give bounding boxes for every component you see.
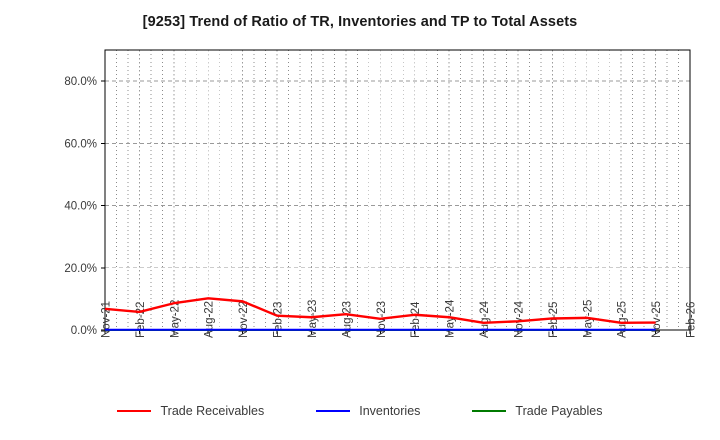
y-axis-tick-label: 40.0% <box>64 201 97 213</box>
series-line-trade-receivables <box>104 297 656 325</box>
x-axis-tick-label: Feb-23 <box>273 302 285 338</box>
y-axis-tick-label: 20.0% <box>64 263 97 275</box>
x-axis-tick-label: Feb-24 <box>410 301 422 338</box>
legend-label-trade-receivables: Trade Receivables <box>160 404 265 418</box>
x-axis-tick-label: Aug-24 <box>479 300 491 338</box>
legend-item-trade-payables[interactable]: Trade Payables <box>472 404 603 418</box>
legend-swatch-icon-trade-payables <box>472 410 507 412</box>
chart-series-lines <box>104 297 656 331</box>
y-axis-tick-label: 0.0% <box>71 325 97 337</box>
chart-axes <box>104 49 691 331</box>
x-axis-tick-label: Nov-21 <box>101 301 113 338</box>
x-axis-tick-label: Aug-25 <box>617 301 629 338</box>
x-axis-tick-label: May-22 <box>169 300 181 338</box>
x-axis-tick-label: Feb-26 <box>686 302 698 338</box>
legend-swatch-icon-trade-receivables <box>117 410 152 412</box>
legend-item-trade-receivables[interactable]: Trade Receivables <box>117 404 264 418</box>
y-axis-tick-label: 60.0% <box>64 138 97 150</box>
x-axis-tick-label: Nov-24 <box>513 300 525 338</box>
y-axis-tick-labels: 0.0% 20.0% 40.0% 60.0% 80.0% <box>64 76 105 337</box>
chart-legend: Trade Receivables Inventories Trade Paya… <box>0 404 720 418</box>
x-axis-tick-label: Feb-22 <box>135 302 147 338</box>
chart-gridlines <box>104 50 691 330</box>
legend-label-trade-payables: Trade Payables <box>515 404 603 418</box>
x-axis-tick-label: Aug-23 <box>341 301 353 338</box>
chart-title: [9253] Trend of Ratio of TR, Inventories… <box>142 14 578 30</box>
x-axis-tick-label: Aug-22 <box>204 301 216 338</box>
legend-label-inventories: Inventories <box>359 404 421 418</box>
x-axis-tick-label: Nov-22 <box>238 301 250 338</box>
x-axis-tick-label: May-23 <box>307 300 319 338</box>
x-axis-tick-labels: Nov-21 Feb-22 May-22 Aug-22 Nov-22 Feb-23 May-… <box>101 299 698 338</box>
legend-swatch-icon-inventories <box>316 410 351 412</box>
y-axis-tick-label: 80.0% <box>64 76 97 88</box>
x-axis-tick-label: Nov-25 <box>651 301 663 338</box>
legend-item-inventories[interactable]: Inventories <box>316 404 420 418</box>
